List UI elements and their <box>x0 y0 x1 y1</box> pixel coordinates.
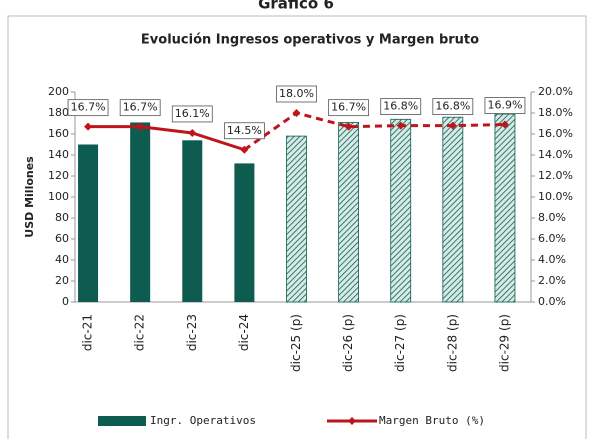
bar <box>130 122 151 302</box>
line-marker <box>344 122 353 131</box>
y2-tick-label: 12.0% <box>538 169 573 182</box>
data-label: 18.0% <box>276 85 317 103</box>
y2-tick-label: 10.0% <box>538 190 573 203</box>
x-tick-label: dic-25 (p) <box>289 314 303 372</box>
data-label-text: 18.0% <box>279 87 314 100</box>
legend-marker <box>348 417 356 425</box>
line-marker <box>448 121 457 130</box>
data-label: 16.8% <box>380 98 422 115</box>
data-label-box <box>67 99 109 117</box>
bar <box>494 113 516 303</box>
y2-tick-label: 14.0% <box>538 148 573 161</box>
data-label-box <box>380 98 422 115</box>
data-label-text: 14.5% <box>227 124 262 137</box>
chart-title: Evolución Ingresos operativos y Margen b… <box>141 33 479 48</box>
data-label-box <box>223 122 265 140</box>
y-tick-label: 100 <box>48 190 69 203</box>
y2-tick-label: 18.0% <box>538 106 573 119</box>
x-tick-label: dic-24 <box>237 314 251 351</box>
legend-label: Margen Bruto (%) <box>379 414 485 427</box>
bar <box>234 163 255 302</box>
line-marker <box>240 145 249 154</box>
data-label-text: 16.7% <box>123 101 158 114</box>
x-tick-label: dic-23 <box>185 314 199 351</box>
data-label-box <box>276 85 317 103</box>
data-label: 16.7% <box>119 99 161 117</box>
data-label: 16.9% <box>484 97 526 114</box>
data-label: 16.7% <box>67 99 109 117</box>
data-label-box <box>432 98 474 115</box>
margin-line <box>243 111 505 151</box>
x-tick-label: dic-22 <box>133 314 147 351</box>
y-tick-label: 200 <box>48 85 69 98</box>
line-marker <box>396 121 405 130</box>
heading: Gráfico 6 <box>258 0 334 13</box>
data-label: 16.7% <box>328 99 370 117</box>
y-tick-label: 160 <box>48 127 69 140</box>
y2-tick-label: 16.0% <box>538 127 573 140</box>
bar <box>390 118 412 303</box>
data-label: 14.5% <box>223 122 265 140</box>
x-tick-label: dic-28 (p) <box>445 314 459 372</box>
data-label-text: 16.8% <box>435 100 470 113</box>
data-label-box <box>171 105 213 123</box>
y2-tick-label: 4.0% <box>538 253 566 266</box>
x-tick-label: dic-26 (p) <box>341 314 355 372</box>
bar <box>78 144 99 302</box>
y-tick-label: 40 <box>55 253 69 266</box>
bar <box>286 135 307 303</box>
x-tick-label: dic-21 <box>81 314 95 351</box>
data-label-text: 16.7% <box>331 101 366 114</box>
data-label-text: 16.7% <box>71 101 106 114</box>
legend-label: Ingr. Operativos <box>150 414 256 427</box>
y-tick-label: 20 <box>55 274 69 287</box>
y-tick-label: 120 <box>48 169 69 182</box>
line-marker <box>84 122 93 131</box>
data-label-box <box>328 99 370 117</box>
line-marker <box>500 120 509 129</box>
line-marker <box>292 109 301 117</box>
x-tick-label: dic-29 (p) <box>497 314 511 372</box>
y-tick-label: 60 <box>55 232 69 245</box>
bar <box>442 116 464 303</box>
x-tick-label: dic-27 (p) <box>393 314 407 372</box>
bar <box>338 122 360 303</box>
data-label-box <box>484 97 526 114</box>
y2-tick-label: 0.0% <box>538 295 566 308</box>
y-tick-label: 140 <box>48 148 69 161</box>
y2-tick-label: 20.0% <box>538 85 573 98</box>
line-marker <box>188 128 197 137</box>
y2-tick-label: 8.0% <box>538 211 566 224</box>
data-label-text: 16.8% <box>383 100 418 113</box>
y-tick-label: 80 <box>55 211 69 224</box>
data-label: 16.8% <box>432 98 474 115</box>
data-label-text: 16.9% <box>487 99 522 112</box>
y2-tick-label: 6.0% <box>538 232 566 245</box>
y2-tick-label: 2.0% <box>538 274 566 287</box>
margin-line <box>88 125 245 152</box>
data-label: 16.1% <box>171 105 213 123</box>
legend-swatch <box>98 416 146 426</box>
data-label-box <box>119 99 161 117</box>
y-axis-label: USD Millones <box>23 156 36 238</box>
line-marker <box>136 122 145 131</box>
data-label-text: 16.1% <box>175 107 210 120</box>
y-tick-label: 180 <box>48 106 69 119</box>
bar <box>182 140 203 302</box>
y-tick-label: 0 <box>62 295 69 308</box>
